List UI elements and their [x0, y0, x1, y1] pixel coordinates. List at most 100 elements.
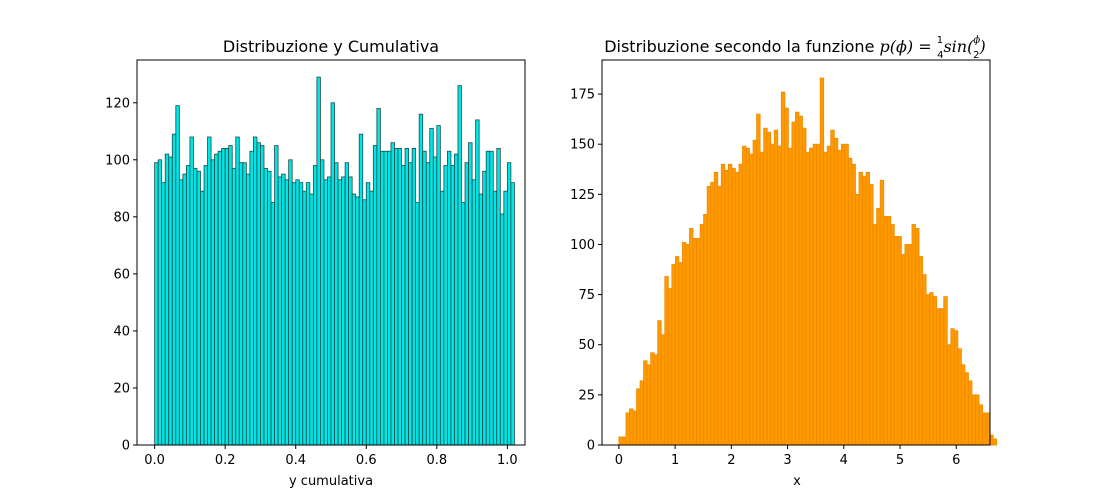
- bar-cumulative: [461, 202, 466, 446]
- bar-sine: [950, 328, 955, 446]
- bar-sine: [929, 292, 934, 446]
- bar-cumulative: [390, 142, 395, 446]
- y-tick-label-cumulative: 0: [122, 439, 130, 454]
- x-tick-label-cumulative: 0.6: [356, 453, 377, 468]
- bar-sine: [646, 364, 652, 446]
- bar-cumulative: [436, 125, 441, 446]
- bar-sine: [911, 224, 916, 446]
- bar-sine: [922, 274, 927, 446]
- bar-cumulative: [161, 182, 166, 446]
- bar-sine: [717, 185, 722, 446]
- bar-cumulative: [157, 159, 163, 446]
- bar-cumulative: [478, 193, 484, 446]
- bar-cumulative: [245, 173, 251, 446]
- bar-cumulative: [291, 182, 297, 446]
- bar-sine: [809, 147, 814, 446]
- bar-sine: [869, 183, 874, 446]
- bar-sine: [780, 91, 786, 446]
- bar-cumulative: [249, 150, 254, 446]
- bar-sine: [636, 388, 641, 446]
- bar-sine: [802, 127, 807, 446]
- bar-cumulative: [263, 167, 268, 446]
- y-tick-label-sine: 0: [587, 439, 595, 454]
- bar-cumulative: [443, 165, 448, 446]
- bar-sine: [639, 380, 644, 446]
- bar-sine: [710, 181, 715, 446]
- bar-sine: [798, 115, 803, 446]
- bar-cumulative: [277, 176, 283, 446]
- bar-sine: [618, 436, 623, 446]
- bar-sine: [904, 244, 909, 446]
- title-sine-close: ): [979, 37, 986, 56]
- y-tick-label-cumulative: 120: [105, 96, 130, 111]
- bar-cumulative: [256, 142, 261, 446]
- bar-sine: [897, 236, 902, 446]
- bar-sine: [978, 404, 984, 446]
- bar-sine: [735, 171, 740, 446]
- bar-sine: [823, 151, 828, 446]
- x-tick-label-sine: 6: [952, 453, 960, 468]
- bar-sine: [692, 238, 697, 446]
- bar-cumulative: [210, 159, 216, 446]
- bar-sine: [830, 129, 835, 446]
- bar-cumulative: [492, 190, 498, 446]
- bar-sine: [795, 111, 800, 446]
- bar-cumulative: [429, 128, 434, 446]
- bar-sine: [703, 213, 708, 446]
- bar-cumulative: [252, 136, 258, 446]
- bar-cumulative: [432, 156, 438, 446]
- bar-sine: [699, 224, 705, 446]
- bar-cumulative: [358, 133, 364, 446]
- bar-sine: [731, 167, 736, 446]
- bar-sine: [650, 352, 655, 446]
- bar-sine: [727, 163, 733, 446]
- bar-cumulative: [312, 165, 318, 446]
- bar-cumulative: [185, 165, 191, 446]
- bar-cumulative: [178, 179, 184, 446]
- bar-sine: [964, 372, 969, 446]
- bar-cumulative: [309, 193, 314, 446]
- bar-sine: [900, 254, 906, 446]
- bar-cumulative: [171, 133, 177, 446]
- bar-sine: [629, 408, 634, 446]
- bar-sine: [883, 216, 888, 446]
- bar-sine: [632, 410, 637, 446]
- bar-cumulative: [506, 162, 512, 446]
- bar-cumulative: [189, 136, 194, 446]
- bar-cumulative: [475, 119, 480, 446]
- bar-cumulative: [207, 136, 212, 446]
- bar-sine: [851, 163, 856, 446]
- bar-sine: [671, 264, 676, 446]
- bar-cumulative: [214, 153, 219, 446]
- bar-cumulative: [260, 145, 265, 446]
- bar-sine: [872, 224, 878, 446]
- y-tick-label-cumulative: 40: [113, 324, 130, 339]
- bar-cumulative: [468, 142, 473, 446]
- x-tick-label-cumulative: 0.2: [215, 453, 236, 468]
- x-tick-label-cumulative: 0.8: [426, 453, 447, 468]
- bar-sine: [890, 224, 895, 446]
- title-sine-fn: sin(: [943, 37, 974, 56]
- bar-cumulative: [193, 167, 198, 446]
- bars-sine: [618, 77, 998, 446]
- bar-cumulative: [372, 145, 378, 446]
- bar-cumulative: [200, 190, 205, 446]
- bar-cumulative: [270, 202, 275, 446]
- x-tick-label-cumulative: 0.0: [144, 453, 165, 468]
- bar-sine: [953, 330, 959, 446]
- bar-sine: [908, 244, 913, 446]
- bar-cumulative: [471, 179, 477, 446]
- x-tick-label-sine: 2: [727, 453, 735, 468]
- bar-cumulative: [404, 148, 410, 446]
- bar-cumulative: [281, 173, 286, 446]
- y-tick-label-sine: 25: [578, 388, 595, 403]
- bar-cumulative: [341, 176, 346, 446]
- bar-cumulative: [351, 193, 357, 446]
- bar-cumulative: [503, 190, 508, 446]
- bar-cumulative: [383, 150, 388, 446]
- x-tick-label-sine: 5: [896, 453, 904, 468]
- bar-cumulative: [496, 148, 501, 446]
- bar-sine: [957, 348, 962, 446]
- bar-sine: [667, 288, 673, 446]
- bar-sine: [918, 256, 923, 446]
